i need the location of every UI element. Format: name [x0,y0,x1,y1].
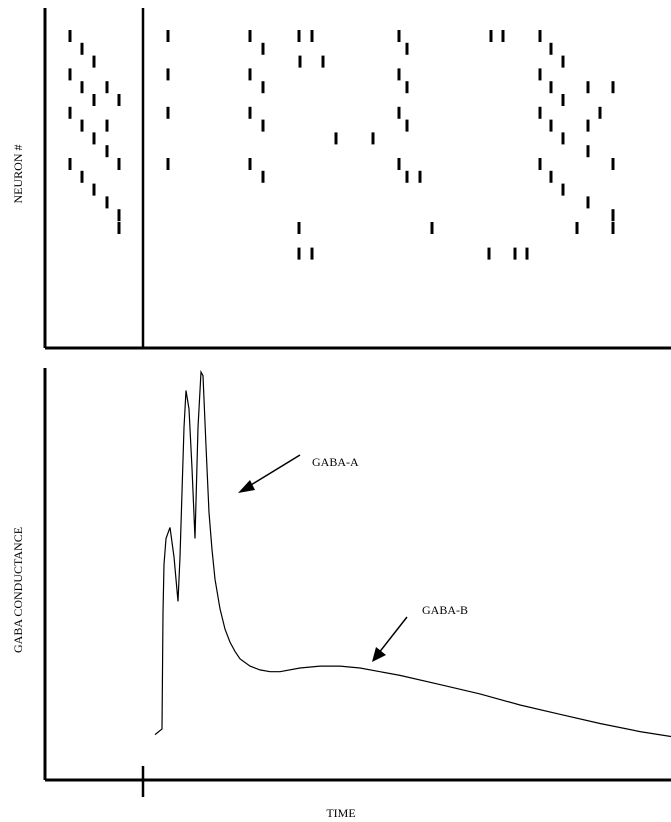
gaba-b-arrowhead [372,647,386,662]
spike-mark [261,170,265,183]
spike-mark [405,119,409,132]
spike-mark [80,81,84,94]
gaba-a-arrow [245,454,301,489]
raster-y-axis-label: NEURON # [11,145,25,204]
spike-mark [297,247,301,260]
spike-mark [538,106,542,119]
spike-mark [561,183,565,196]
spike-mark [248,106,252,119]
spike-mark [405,170,409,183]
gaba-b-label: GABA-B [422,603,468,617]
spike-mark [117,94,121,106]
spike-mark [105,196,109,209]
spike-mark [586,81,590,94]
spike-mark [105,81,109,94]
spike-mark [92,94,96,106]
spike-mark [549,119,553,132]
spike-mark [611,158,615,170]
gaba-a-label: GABA-A [312,455,359,469]
spike-mark [68,68,72,81]
spike-mark [538,158,542,170]
spike-mark [334,132,338,145]
gaba-b-annotation: GABA-B [372,603,468,662]
spike-mark [549,42,553,55]
spike-mark [586,119,590,132]
spike-mark [68,30,72,42]
spike-mark [248,158,252,170]
spike-mark [525,247,529,260]
spike-mark [261,42,265,55]
conductance-panel: GABA CONDUCTANCE GABA-A GABA-B TIME [11,368,671,820]
spike-mark [80,170,84,183]
spike-mark [297,222,301,234]
spike-mark [513,247,517,260]
conductance-y-axis-label: GABA CONDUCTANCE [11,527,25,653]
spike-mark [105,145,109,158]
spike-mark [405,42,409,55]
spike-mark [487,247,491,260]
spike-mark [117,222,121,234]
spike-mark [92,132,96,145]
spike-mark [561,94,565,106]
gaba-b-arrow [377,616,408,655]
spike-mark [92,55,96,68]
spike-mark [397,68,401,81]
spike-mark [611,222,615,234]
spike-mark [117,209,121,222]
spike-mark [538,30,542,42]
spike-raster [68,30,615,260]
spike-mark [68,158,72,170]
spike-mark [261,119,265,132]
spike-mark [298,55,302,68]
spike-mark [248,68,252,81]
spike-mark [261,81,265,94]
spike-mark [397,158,401,170]
spike-mark [611,81,615,94]
spike-mark [166,30,170,42]
spike-mark [321,55,325,68]
spike-mark [80,119,84,132]
spike-mark [561,55,565,68]
gaba-conductance-trace [154,369,671,738]
spike-mark [80,42,84,55]
gaba-a-arrowhead [238,480,255,493]
raster-panel: NEURON # [11,8,671,350]
spike-mark [397,106,401,119]
spike-mark [586,196,590,209]
spike-mark [397,30,401,42]
spike-mark [611,209,615,222]
spike-mark [575,222,579,234]
spike-mark [166,158,170,170]
spike-mark [310,30,314,42]
spike-mark [501,30,505,42]
spike-mark [117,158,121,170]
spike-mark [92,183,96,196]
spike-mark [166,68,170,81]
spike-mark [549,170,553,183]
spike-mark [430,222,434,234]
spike-mark [598,106,602,119]
spike-mark [549,81,553,94]
spike-mark [105,119,109,132]
spike-mark [166,106,170,119]
spike-mark [297,30,301,42]
spike-mark [586,145,590,158]
spike-mark [68,106,72,119]
spike-mark [371,132,375,145]
spike-mark [418,170,422,183]
spike-mark [489,30,493,42]
conductance-x-axis-label: TIME [326,806,355,820]
spike-mark [405,81,409,94]
spike-mark [310,247,314,260]
spike-mark [538,68,542,81]
spike-mark [561,132,565,145]
gaba-a-annotation: GABA-A [238,454,359,493]
spike-mark [248,30,252,42]
